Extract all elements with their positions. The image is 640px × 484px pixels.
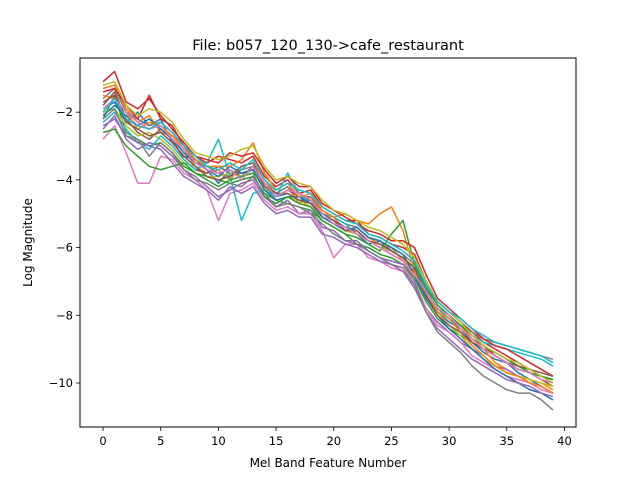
x-tick-label: 0 [99, 434, 106, 448]
series-line-18 [102, 108, 554, 411]
x-axis-label: Mel Band Feature Number [250, 456, 407, 470]
x-axis-ticks: 0 5 10 15 20 25 30 35 40 [99, 427, 572, 448]
x-tick-label: 40 [557, 434, 572, 448]
series-line-14 [102, 87, 554, 377]
y-tick-label: −8 [56, 308, 73, 322]
plot-frame [79, 57, 577, 428]
series-line-16 [102, 94, 554, 377]
series-line-20 [102, 97, 554, 364]
y-axis-label: Log Magnitude [21, 198, 35, 287]
x-tick-label: 30 [442, 434, 457, 448]
x-tick-label: 5 [157, 434, 164, 448]
series-layer [102, 70, 554, 411]
y-tick-label: −6 [56, 241, 73, 255]
series-line-11 [102, 104, 554, 401]
x-tick-label: 10 [211, 434, 226, 448]
series-line-17 [102, 97, 554, 384]
y-tick-label: −2 [56, 105, 73, 119]
series-line-7 [102, 124, 554, 394]
series-line-15 [102, 118, 554, 398]
y-tick-label: −4 [56, 173, 73, 187]
y-axis-ticks: −10 −8 −6 −4 −2 [49, 105, 80, 390]
series-line-12 [102, 94, 554, 394]
series-line-10 [102, 111, 554, 367]
series-line-19 [102, 80, 554, 384]
chart-title: File: b057_120_130->cafe_restaurant [192, 38, 464, 54]
y-tick-label: −10 [49, 376, 73, 390]
x-tick-label: 25 [384, 434, 399, 448]
x-tick-label: 35 [499, 434, 514, 448]
x-tick-label: 20 [326, 434, 341, 448]
x-tick-label: 15 [269, 434, 284, 448]
